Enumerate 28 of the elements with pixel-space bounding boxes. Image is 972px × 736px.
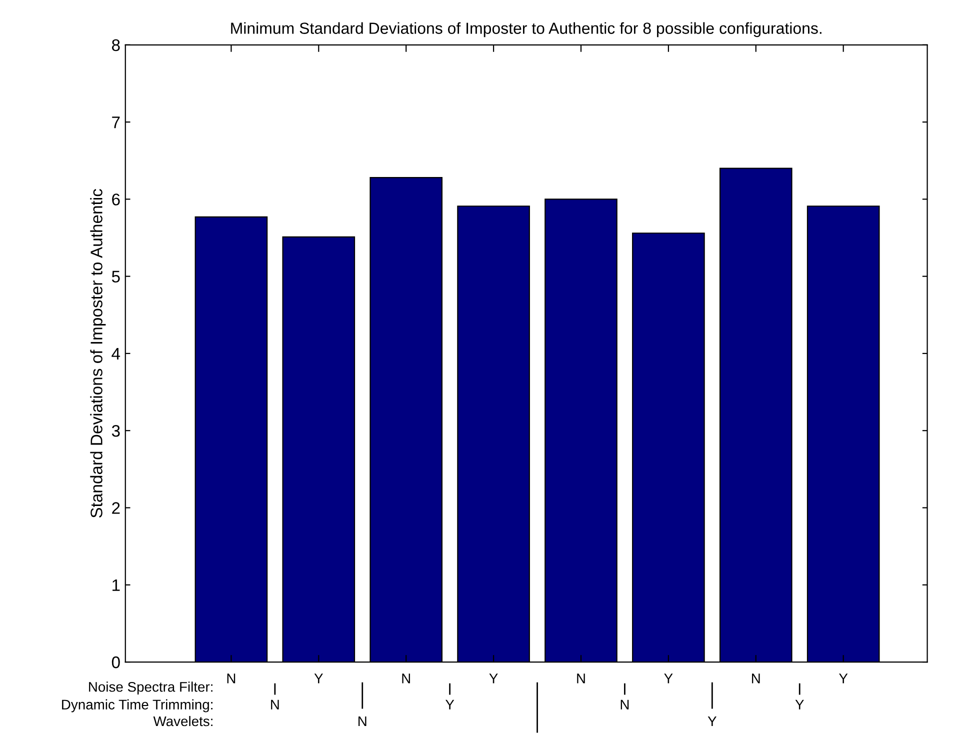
y-tick-label: 6 xyxy=(112,194,120,206)
y-tick-label: 8 xyxy=(112,39,120,52)
y-axis-title: Standard Deviations of Imposter to Authentic xyxy=(90,188,106,518)
x-tick-label: N xyxy=(227,674,236,684)
x-tick-label: Y xyxy=(664,674,673,684)
x-tick-label: Y xyxy=(839,674,848,684)
text: N xyxy=(358,716,366,726)
y-tick-label: 4 xyxy=(112,348,120,360)
text: Dynamic Time Trimming: xyxy=(62,699,212,712)
x-tick-label: N xyxy=(402,674,410,684)
y-tick-label: 3 xyxy=(112,425,120,437)
chart-title: Minimum Standard Deviations of Imposter to Authentic for 8 possible configurations. xyxy=(231,22,822,38)
y-tick-label: 1 xyxy=(112,579,120,591)
y-tick-label: 0 xyxy=(112,656,120,668)
text: Y xyxy=(708,716,716,726)
y-tick-label: 7 xyxy=(112,116,120,128)
text: N xyxy=(620,700,629,710)
x-tick-label: Y xyxy=(314,674,323,684)
text: Wavelets: xyxy=(153,716,212,726)
y-tick-label: 5 xyxy=(112,270,120,283)
text: N xyxy=(271,700,279,710)
text: Y xyxy=(445,700,454,710)
text: Y xyxy=(795,700,804,710)
x-tick-label: N xyxy=(577,674,585,684)
x-tick-label: N xyxy=(752,674,760,684)
x-tick-label: Y xyxy=(489,674,498,684)
y-tick-label: 2 xyxy=(112,502,120,514)
text: Noise Spectra Filter: xyxy=(89,682,212,695)
